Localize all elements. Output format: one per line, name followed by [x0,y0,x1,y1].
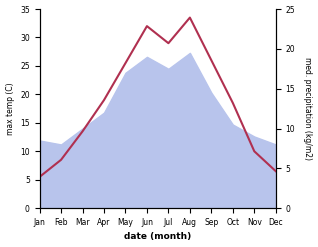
Y-axis label: med. precipitation (kg/m2): med. precipitation (kg/m2) [303,57,313,160]
X-axis label: date (month): date (month) [124,232,191,242]
Y-axis label: max temp (C): max temp (C) [5,82,15,135]
